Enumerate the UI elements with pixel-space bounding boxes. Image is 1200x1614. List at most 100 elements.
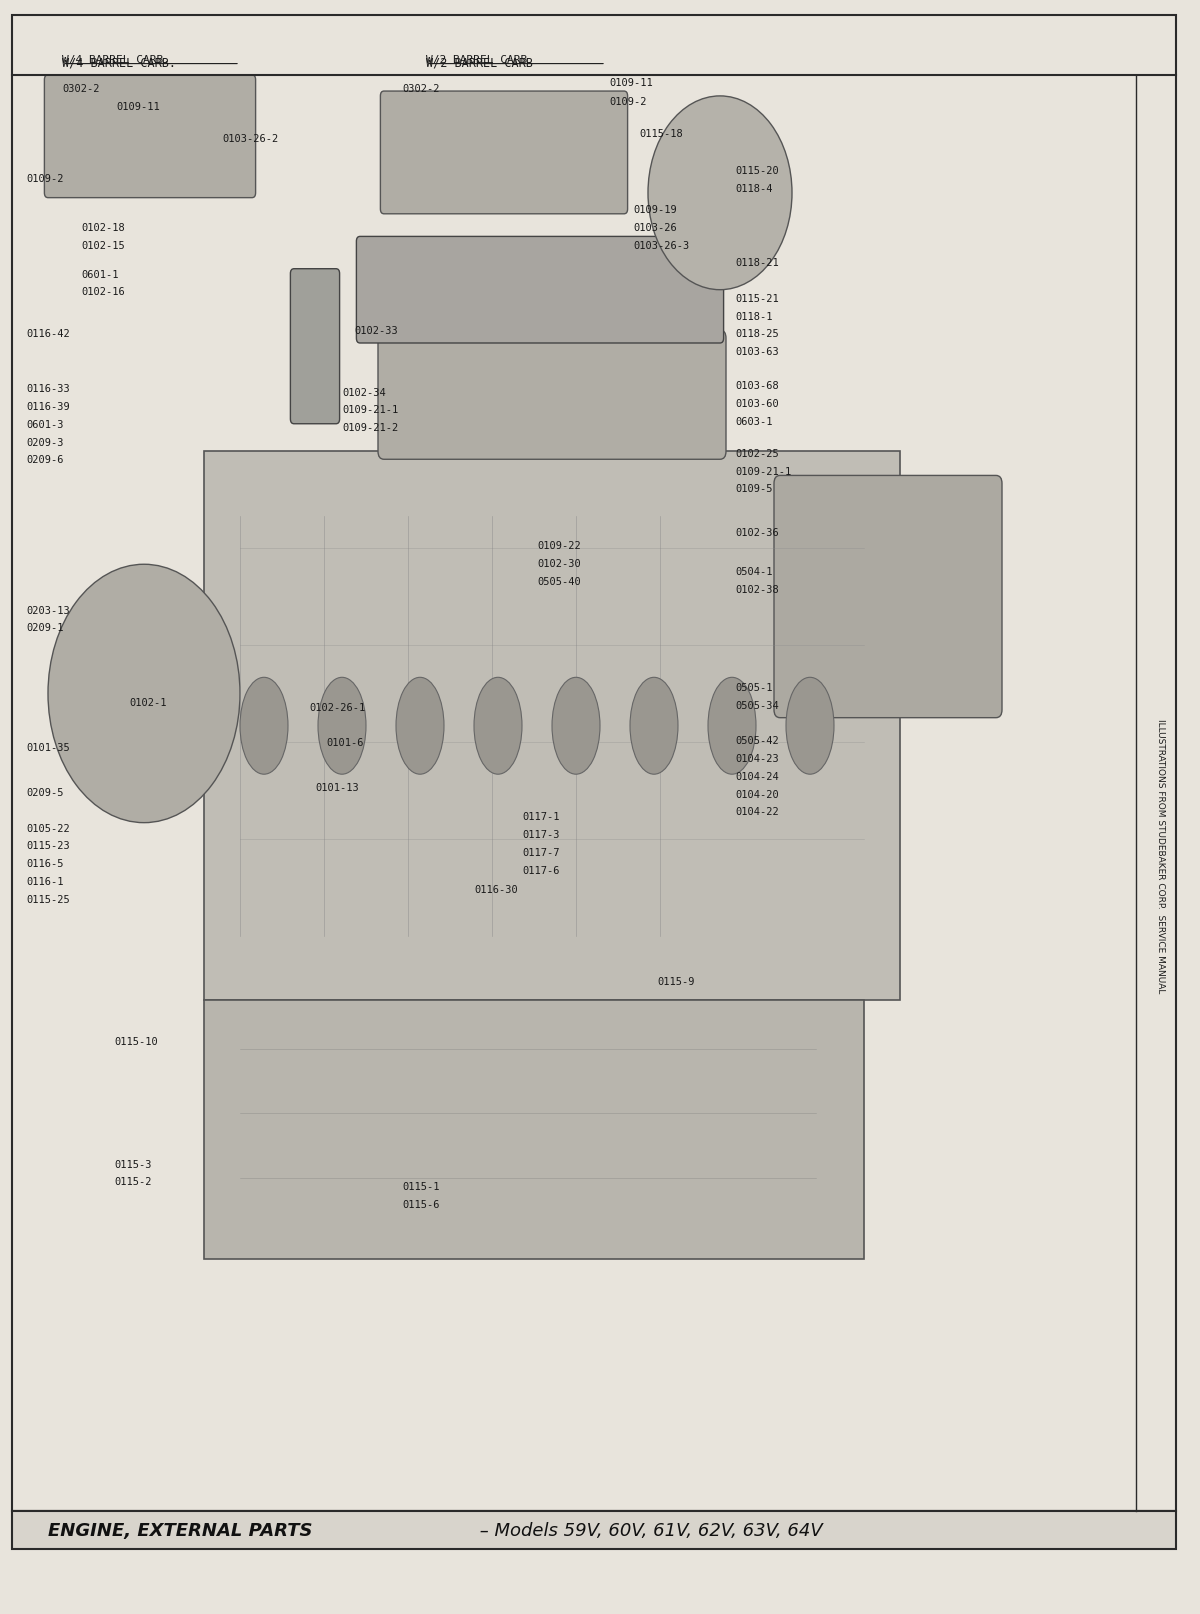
Text: 0115-21: 0115-21 xyxy=(736,294,779,303)
Ellipse shape xyxy=(396,678,444,775)
Text: 0102-30: 0102-30 xyxy=(538,558,581,568)
Text: 0118-21: 0118-21 xyxy=(736,258,779,268)
FancyBboxPatch shape xyxy=(774,476,1002,718)
Text: 0118-4: 0118-4 xyxy=(736,184,773,194)
Text: 0505-34: 0505-34 xyxy=(736,700,779,710)
Ellipse shape xyxy=(552,678,600,775)
Text: 0104-23: 0104-23 xyxy=(736,754,779,763)
Text: 0102-26-1: 0102-26-1 xyxy=(310,702,366,712)
FancyBboxPatch shape xyxy=(204,452,900,1001)
Text: 0118-25: 0118-25 xyxy=(736,329,779,339)
Text: 0102-33: 0102-33 xyxy=(354,326,397,336)
Text: 0115-1: 0115-1 xyxy=(402,1181,439,1191)
Ellipse shape xyxy=(318,678,366,775)
Text: 0115-2: 0115-2 xyxy=(114,1177,151,1186)
Text: 0115-9: 0115-9 xyxy=(658,976,695,986)
Text: 0116-42: 0116-42 xyxy=(26,329,70,339)
Text: 0103-63: 0103-63 xyxy=(736,347,779,357)
Text: 0102-25: 0102-25 xyxy=(736,449,779,458)
Text: W/2 BARREL CARB: W/2 BARREL CARB xyxy=(426,55,527,65)
Text: 0102-15: 0102-15 xyxy=(82,240,125,250)
Text: 0101-35: 0101-35 xyxy=(26,742,70,752)
Text: 0117-3: 0117-3 xyxy=(522,830,559,839)
Text: 0504-1: 0504-1 xyxy=(736,567,773,576)
Text: 0109-21-1: 0109-21-1 xyxy=(736,466,792,476)
Text: 0115-6: 0115-6 xyxy=(402,1199,439,1209)
Text: 0109-22: 0109-22 xyxy=(538,541,581,550)
Text: 0209-6: 0209-6 xyxy=(26,455,64,465)
Text: 0302-2: 0302-2 xyxy=(402,84,439,94)
FancyBboxPatch shape xyxy=(380,92,628,215)
Text: 0601-1: 0601-1 xyxy=(82,270,119,279)
Text: 0109-5: 0109-5 xyxy=(736,484,773,494)
Text: W/4 BARREL CARB.: W/4 BARREL CARB. xyxy=(62,55,170,65)
Text: 0104-20: 0104-20 xyxy=(736,789,779,799)
Text: 0115-3: 0115-3 xyxy=(114,1159,151,1169)
Text: DIAGRAM: DIAGRAM xyxy=(614,520,826,610)
Text: 0118-1: 0118-1 xyxy=(736,312,773,321)
Text: 0103-68: 0103-68 xyxy=(736,381,779,391)
Text: 0203-13: 0203-13 xyxy=(26,605,70,615)
FancyBboxPatch shape xyxy=(290,270,340,424)
Text: 0117-7: 0117-7 xyxy=(522,847,559,857)
Text: 0109-21-2: 0109-21-2 xyxy=(342,423,398,433)
Ellipse shape xyxy=(474,678,522,775)
FancyBboxPatch shape xyxy=(378,331,726,460)
Text: 0115-20: 0115-20 xyxy=(736,166,779,176)
Text: 0103-26-2: 0103-26-2 xyxy=(222,134,278,144)
Circle shape xyxy=(648,97,792,291)
Text: 0116-5: 0116-5 xyxy=(26,859,64,868)
Text: 0209-3: 0209-3 xyxy=(26,437,64,447)
Text: 0601-3: 0601-3 xyxy=(26,420,64,429)
Text: W/2 BARREL CARB: W/2 BARREL CARB xyxy=(426,56,533,69)
FancyBboxPatch shape xyxy=(44,76,256,199)
Text: 0102-18: 0102-18 xyxy=(82,223,125,232)
Text: 0505-40: 0505-40 xyxy=(538,576,581,586)
Text: 0104-24: 0104-24 xyxy=(736,771,779,781)
Text: – Models 59V, 60V, 61V, 62V, 63V, 64V: – Models 59V, 60V, 61V, 62V, 63V, 64V xyxy=(474,1520,823,1540)
Text: 0117-1: 0117-1 xyxy=(522,812,559,822)
Text: 0116-30: 0116-30 xyxy=(474,884,517,894)
Text: ILLUSTRATIONS FROM STUDEBAKER CORP.  SERVICE MANUAL: ILLUSTRATIONS FROM STUDEBAKER CORP. SERV… xyxy=(1156,718,1165,993)
Text: 0117-6: 0117-6 xyxy=(522,865,559,875)
Text: 0109-2: 0109-2 xyxy=(26,174,64,184)
Ellipse shape xyxy=(240,678,288,775)
Text: 0102-36: 0102-36 xyxy=(736,528,779,537)
Text: 0105-22: 0105-22 xyxy=(26,823,70,833)
Text: 0505-1: 0505-1 xyxy=(736,683,773,692)
Text: 0302-2: 0302-2 xyxy=(62,84,100,94)
Text: 0115-25: 0115-25 xyxy=(26,894,70,904)
Text: ENGINE, EXTERNAL PARTS: ENGINE, EXTERNAL PARTS xyxy=(48,1520,312,1540)
FancyBboxPatch shape xyxy=(356,237,724,344)
FancyBboxPatch shape xyxy=(18,89,1140,1509)
Text: 0116-1: 0116-1 xyxy=(26,876,64,886)
Text: 0102-16: 0102-16 xyxy=(82,287,125,297)
Text: 0209-1: 0209-1 xyxy=(26,623,64,633)
Text: 0116-33: 0116-33 xyxy=(26,384,70,394)
Text: 0104-22: 0104-22 xyxy=(736,807,779,817)
Text: 0109-21-1: 0109-21-1 xyxy=(342,405,398,415)
Ellipse shape xyxy=(786,678,834,775)
FancyBboxPatch shape xyxy=(204,1001,864,1259)
Text: W/4 BARREL CARB.: W/4 BARREL CARB. xyxy=(62,56,176,69)
Text: 0109-11: 0109-11 xyxy=(116,102,160,111)
Text: 0101-6: 0101-6 xyxy=(326,738,364,747)
Text: 0603-1: 0603-1 xyxy=(736,416,773,426)
Text: V8: V8 xyxy=(448,700,512,752)
Text: 0115-10: 0115-10 xyxy=(114,1036,157,1046)
Text: 0116-39: 0116-39 xyxy=(26,402,70,412)
Text: 0103-60: 0103-60 xyxy=(736,399,779,408)
Text: 0103-26-3: 0103-26-3 xyxy=(634,240,690,250)
Text: 0102-1: 0102-1 xyxy=(130,697,167,707)
Ellipse shape xyxy=(630,678,678,775)
Text: 0109-19: 0109-19 xyxy=(634,205,677,215)
Text: 0103-26: 0103-26 xyxy=(634,223,677,232)
Text: 0101-13: 0101-13 xyxy=(316,783,359,792)
Text: 0102-38: 0102-38 xyxy=(736,584,779,594)
Text: 0109-11: 0109-11 xyxy=(610,77,653,87)
Text: 0109-2: 0109-2 xyxy=(610,97,647,107)
Text: 0115-23: 0115-23 xyxy=(26,841,70,851)
Text: 0115-18: 0115-18 xyxy=(640,129,683,139)
Text: ENGINE: ENGINE xyxy=(516,605,684,686)
Ellipse shape xyxy=(708,678,756,775)
